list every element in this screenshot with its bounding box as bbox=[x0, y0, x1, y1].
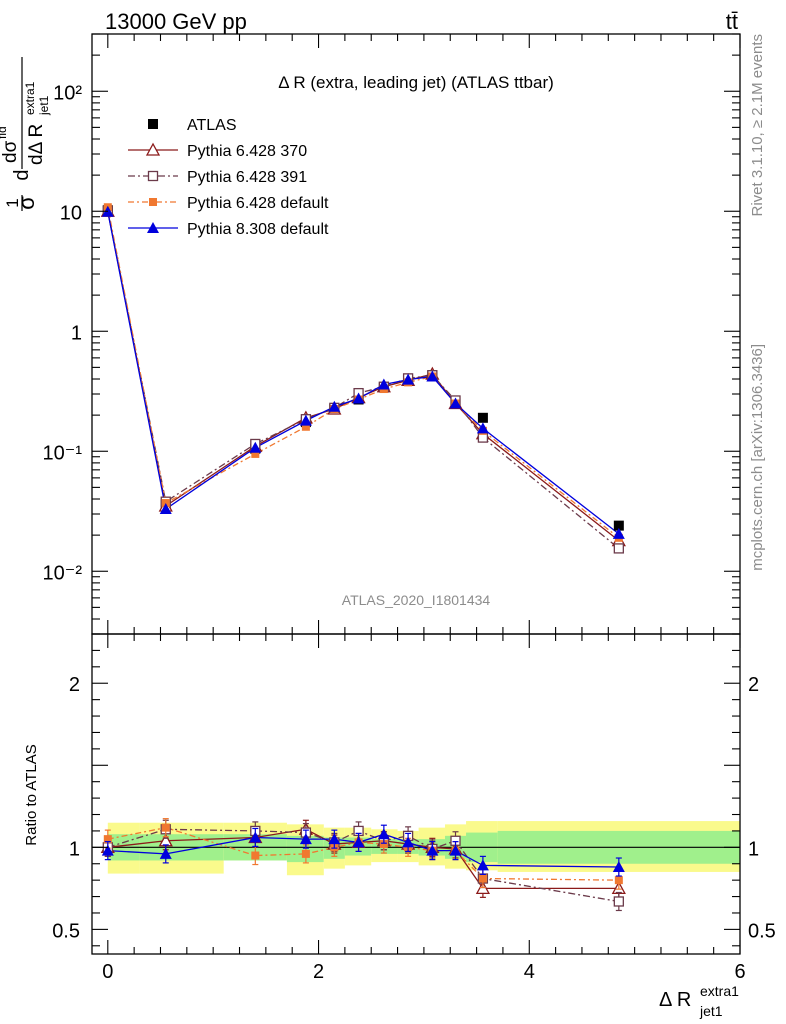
side-mcplots-label: mcplots.cern.ch [arXiv:1306.3436] bbox=[749, 344, 766, 571]
ratio-ylabel: Ratio to ATLAS bbox=[23, 744, 40, 845]
svg-text:jet1: jet1 bbox=[699, 1003, 723, 1019]
svg-text:σ: σ bbox=[14, 196, 39, 210]
ratio-point-pythia-6-428-391 bbox=[613, 896, 624, 907]
legend-label-pythia-6-428-370: Pythia 6.428 370 bbox=[187, 143, 307, 160]
svg-text:fid: fid bbox=[0, 126, 9, 139]
main-point-atlas bbox=[477, 412, 488, 423]
main-ylabel: d σ 1 dσ fid dΔ R extra1 jet1 bbox=[0, 57, 51, 211]
svg-text:dΔ R: dΔ R bbox=[26, 124, 47, 165]
main-point-pythia-8-308-default bbox=[612, 527, 625, 539]
ratio-plot-frame bbox=[91, 633, 741, 955]
ratio-point-pythia-8-308-default bbox=[612, 861, 625, 873]
main-point-pythia-6-428-default bbox=[251, 449, 260, 458]
legend-label-pythia-6-428-391: Pythia 6.428 391 bbox=[187, 169, 307, 186]
legend-marker-pythia-6-428-370 bbox=[145, 142, 161, 156]
legend-marker-pythia-6-428-391 bbox=[147, 170, 159, 182]
svg-text:Δ R: Δ R bbox=[659, 989, 691, 1011]
main-point-pythia-8-308-default bbox=[159, 503, 172, 515]
main-point-pythia-8-308-default bbox=[402, 373, 415, 385]
ratio-series-markers bbox=[100, 818, 626, 912]
header-right-title: tt̄ bbox=[726, 9, 738, 34]
ratio-point-pythia-8-308-default bbox=[426, 844, 439, 856]
main-point-pythia-6-428-default bbox=[301, 422, 310, 431]
ratio-point-pythia-8-308-default bbox=[449, 844, 462, 856]
svg-text:jet1: jet1 bbox=[37, 95, 51, 116]
tick-label: 10⁻¹ bbox=[43, 442, 83, 464]
main-point-pythia-8-308-default bbox=[352, 392, 365, 404]
tick-label: 2 bbox=[69, 674, 80, 696]
ratio-point-pythia-8-308-default bbox=[299, 833, 312, 845]
tick-label: 0.5 bbox=[52, 920, 80, 942]
tick-label: 0 bbox=[102, 961, 113, 983]
side-rivet-label: Rivet 3.1.10, ≥ 2.1M events bbox=[749, 34, 766, 217]
tick-label: 0.5 bbox=[748, 920, 776, 942]
svg-text:d: d bbox=[11, 169, 33, 180]
ratio-point-pythia-8-308-default bbox=[249, 831, 262, 843]
main-series-markers bbox=[100, 203, 626, 554]
svg-text:extra1: extra1 bbox=[700, 983, 739, 999]
tick-label: 1 bbox=[71, 322, 82, 344]
main-point-pythia-8-308-default bbox=[426, 370, 439, 382]
tick-label: 1 bbox=[748, 838, 759, 860]
main-point-pythia-8-308-default bbox=[377, 378, 390, 390]
legend-label-pythia-8-308-default: Pythia 8.308 default bbox=[187, 221, 329, 238]
ratio-point-pythia-8-308-default bbox=[402, 836, 415, 848]
ratio-point-pythia-8-308-default bbox=[476, 859, 489, 871]
ratio-point-pythia-6-428-default bbox=[103, 835, 112, 844]
ratio-line-pythia-6-428-391 bbox=[107, 828, 619, 903]
axis-ticks bbox=[92, 33, 741, 954]
tick-label: 1 bbox=[69, 838, 80, 860]
svg-text:dσ: dσ bbox=[0, 140, 21, 163]
legend-marker-pythia-6-428-default bbox=[149, 198, 157, 206]
plot-title: Δ R (extra, leading jet) (ATLAS ttbar) bbox=[278, 73, 554, 92]
ratio-point-pythia-8-308-default bbox=[328, 833, 341, 845]
main-point-pythia-8-308-default bbox=[249, 441, 262, 453]
tick-label: 2 bbox=[313, 961, 324, 983]
tick-label: 10⁻² bbox=[43, 562, 83, 584]
ratio-point-pythia-8-308-default bbox=[159, 847, 172, 859]
svg-text:1: 1 bbox=[3, 198, 22, 207]
tick-label: 4 bbox=[524, 961, 535, 983]
main-line-pythia-6-428-default bbox=[107, 207, 620, 539]
main-series-lines bbox=[107, 207, 620, 549]
ratio-point-pythia-6-428-default bbox=[301, 849, 310, 858]
ratio-point-pythia-6-428-default bbox=[478, 874, 487, 883]
main-point-pythia-6-428-391 bbox=[613, 543, 624, 554]
analysis-id: ATLAS_2020_I1801434 bbox=[342, 592, 491, 608]
tick-label: 6 bbox=[734, 961, 745, 983]
main-point-pythia-8-308-default bbox=[476, 422, 489, 434]
main-point-atlas bbox=[613, 520, 624, 531]
ratio-point-pythia-6-428-default bbox=[161, 823, 170, 832]
main-point-pythia-8-308-default bbox=[299, 414, 312, 426]
ratio-point-pythia-6-428-default bbox=[379, 840, 388, 849]
main-point-pythia-8-308-default bbox=[328, 400, 341, 412]
tick-label: 10² bbox=[53, 82, 82, 104]
x-axis-label: Δ R extra1 jet1 bbox=[659, 983, 739, 1019]
tick-label: 10 bbox=[60, 202, 82, 224]
main-line-pythia-6-428-391 bbox=[107, 210, 620, 549]
main-line-pythia-6-428-370 bbox=[107, 211, 620, 542]
svg-text:extra1: extra1 bbox=[23, 81, 37, 115]
header-left-title: 13000 GeV pp bbox=[105, 9, 247, 34]
ratio-point-pythia-8-308-default bbox=[352, 836, 365, 848]
main-point-pythia-8-308-default bbox=[449, 397, 462, 409]
ratio-line-pythia-6-428-default bbox=[107, 826, 619, 881]
ratio-point-pythia-6-428-default bbox=[614, 876, 623, 885]
ratio-point-pythia-8-308-default bbox=[377, 828, 390, 840]
legend-marker-pythia-8-308-default bbox=[147, 222, 159, 233]
tick-label: 2 bbox=[748, 674, 759, 696]
legend-label-atlas: ATLAS bbox=[187, 117, 237, 134]
legend-label-pythia-6-428-default: Pythia 6.428 default bbox=[187, 195, 329, 212]
legend: ATLAS Pythia 6.428 370 Pythia 6.428 391 Pyt… bbox=[128, 117, 329, 238]
ratio-point-pythia-6-428-default bbox=[251, 851, 260, 860]
axis-tick-labels: 0 2 4 6 10⁻² 10⁻¹ 1 10 10² 0.5 0.5 1 1 2 2 bbox=[43, 82, 776, 983]
ratio-point-pythia-8-308-default bbox=[101, 844, 114, 856]
legend-marker-atlas bbox=[148, 119, 158, 129]
